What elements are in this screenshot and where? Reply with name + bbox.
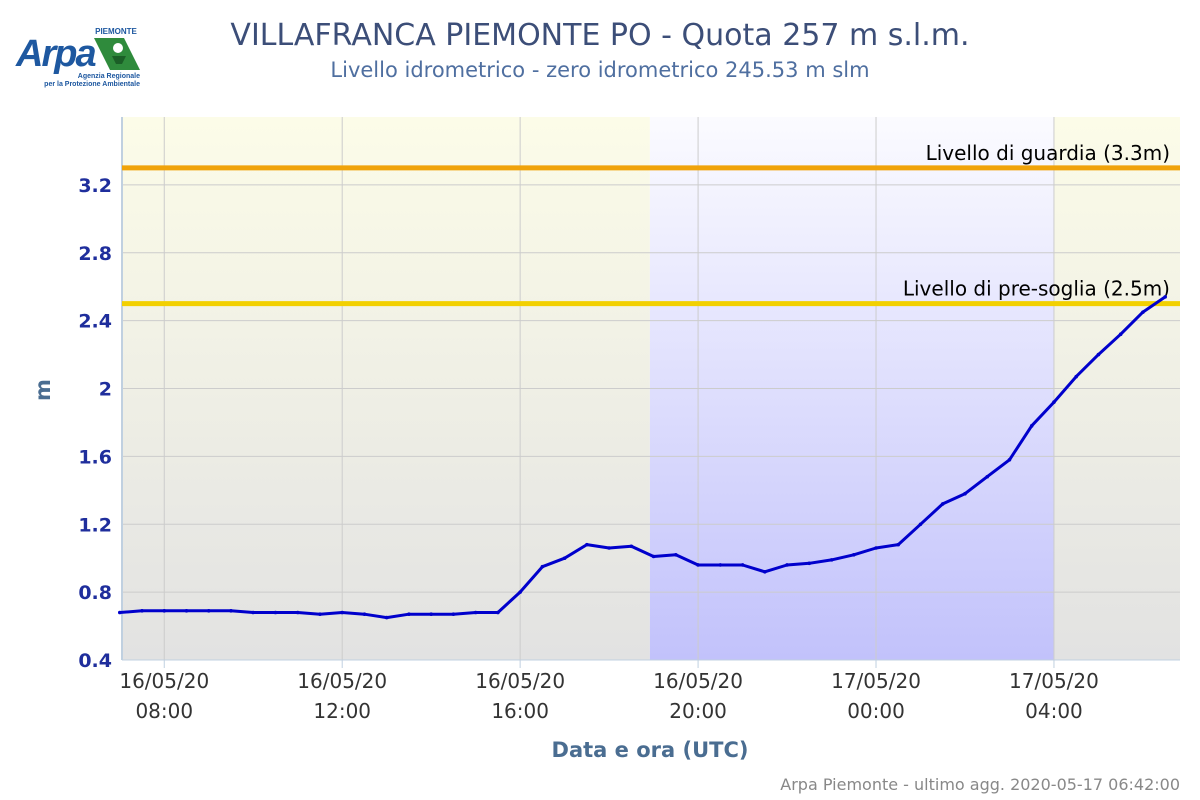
x-tick-date: 16/05/20 — [119, 669, 209, 693]
data-point — [184, 608, 189, 613]
y-tick-label: 2.4 — [78, 311, 112, 333]
data-point — [1163, 295, 1167, 299]
data-point — [718, 563, 723, 567]
data-point — [162, 608, 167, 613]
data-point — [1007, 457, 1012, 462]
y-tick-label: 1.6 — [78, 446, 112, 468]
data-point — [384, 615, 389, 620]
data-point — [295, 610, 300, 615]
data-point — [473, 610, 478, 615]
data-point — [963, 491, 967, 496]
grid-lines — [122, 117, 1180, 661]
credits-footer: Arpa Piemonte - ultimo agg. 2020-05-17 0… — [780, 775, 1180, 794]
data-point — [451, 612, 456, 616]
data-point — [829, 558, 834, 562]
data-point — [674, 552, 678, 557]
chart-subtitle: Livello idrometrico - zero idrometrico 2… — [330, 58, 870, 82]
data-point — [874, 546, 878, 550]
data-point — [540, 564, 545, 569]
data-point — [117, 610, 122, 615]
data-point — [273, 610, 278, 615]
y-axis-title: m — [31, 379, 55, 401]
x-tick-date: 16/05/20 — [475, 669, 565, 693]
data-point — [562, 556, 567, 560]
logo-region-text: PIEMONTE — [95, 27, 137, 36]
data-point — [985, 474, 990, 479]
series-line — [118, 295, 1167, 620]
data-point — [229, 608, 233, 613]
data-point — [918, 522, 923, 527]
chart-title: VILLAFRANCA PIEMONTE PO - Quota 257 m s.… — [230, 18, 970, 53]
logo-wordmark: Arpa — [15, 33, 96, 75]
data-point — [1118, 332, 1123, 337]
data-point — [140, 608, 144, 613]
y-tick-label: 0.4 — [78, 650, 112, 672]
x-tick-date: 17/05/20 — [1009, 669, 1099, 693]
data-point — [1074, 374, 1079, 379]
data-point — [407, 612, 411, 616]
data-point — [318, 612, 322, 616]
y-tick-label: 3.2 — [78, 175, 112, 197]
x-tick-date: 16/05/20 — [297, 669, 387, 693]
data-point — [785, 563, 789, 567]
data-point — [1096, 352, 1101, 357]
threshold-label-guard: Livello di guardia (3.3m) — [926, 141, 1170, 165]
y-tick-label: 2 — [99, 379, 112, 401]
axes: 0.4 0.8 1.2 1.6 2 2.4 2.8 3.2 16/05/20 08:00 16/05… — [78, 117, 1180, 723]
data-point — [340, 610, 345, 615]
data-point — [896, 542, 901, 547]
data-point — [496, 610, 500, 615]
data-point — [851, 552, 856, 557]
data-point — [763, 569, 767, 574]
y-tick-label: 1.2 — [78, 514, 112, 536]
logo-tagline-1: Agenzia Regionale — [78, 73, 140, 80]
data-point — [206, 608, 211, 613]
logo-emblem-icon — [94, 38, 140, 70]
x-tick-hour: 08:00 — [135, 699, 193, 723]
data-point — [1029, 424, 1034, 428]
y-tick-label: 0.8 — [78, 582, 112, 604]
arpa-piemonte-logo: PIEMONTE Arpa Agenzia Regionale per la P… — [15, 27, 140, 88]
data-point — [362, 612, 367, 616]
threshold-lines: Livello di guardia (3.3m) Livello di pre-… — [122, 141, 1180, 307]
x-tick-date: 16/05/20 — [653, 669, 743, 693]
data-point — [607, 546, 611, 550]
y-tick-label: 2.8 — [78, 243, 112, 265]
x-tick-hour: 20:00 — [669, 699, 727, 723]
data-point — [807, 561, 812, 566]
data-point — [740, 563, 745, 567]
x-tick-hour: 04:00 — [1025, 699, 1083, 723]
x-tick-hour: 00:00 — [847, 699, 905, 723]
data-point — [629, 544, 634, 549]
data-point — [1052, 400, 1056, 404]
x-tick-hour: 12:00 — [313, 699, 371, 723]
data-point — [585, 542, 589, 547]
data-point — [429, 612, 433, 616]
data-point — [1141, 310, 1145, 314]
series-water-level — [117, 295, 1167, 620]
data-point — [518, 590, 522, 594]
data-point — [651, 554, 656, 559]
logo-tagline-2: per la Protezione Ambientale — [44, 81, 140, 88]
data-point — [696, 563, 700, 567]
x-axis-title: Data e ora (UTC) — [552, 738, 749, 762]
threshold-label-pre: Livello di pre-soglia (2.5m) — [903, 277, 1170, 301]
data-point — [251, 610, 256, 615]
data-point — [940, 502, 945, 506]
x-tick-date: 17/05/20 — [831, 669, 921, 693]
x-tick-hour: 16:00 — [491, 699, 549, 723]
